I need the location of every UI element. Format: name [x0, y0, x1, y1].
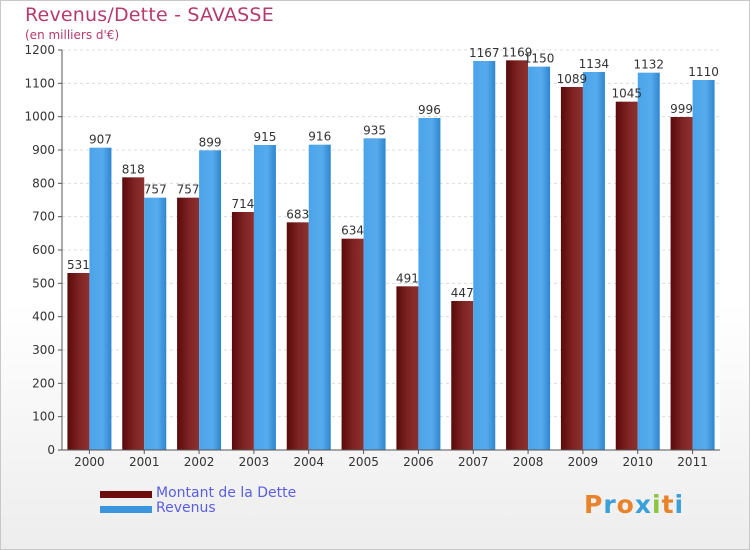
bar-revenus-2003	[253, 145, 276, 450]
bar-debt-2007	[451, 301, 474, 450]
data-label-revenus-2002: 899	[199, 135, 222, 149]
data-label-revenus-2006: 996	[418, 103, 441, 117]
y-tick-label: 800	[32, 176, 55, 190]
legend-label-debt: Montant de la Dette	[156, 485, 297, 501]
data-label-debt-2003: 714	[231, 197, 254, 211]
x-tick-label: 2011	[677, 455, 708, 469]
bar-debt-2008	[506, 60, 529, 450]
y-tick-label: 900	[32, 143, 55, 157]
x-tick-label: 2005	[348, 455, 379, 469]
data-label-revenus-2005: 935	[363, 123, 386, 137]
logo-letter: r	[603, 490, 617, 519]
chart-title: Revenus/Dette - SAVASSE	[25, 4, 274, 26]
bar-debt-2005	[341, 238, 364, 450]
data-label-debt-2000: 531	[67, 258, 90, 272]
x-tick-label: 2010	[622, 455, 653, 469]
bar-revenus-2010	[637, 72, 660, 451]
y-tick-label: 0	[47, 443, 55, 457]
logo-letter: t	[661, 490, 675, 519]
data-label-revenus-2000: 907	[89, 133, 112, 147]
x-tick-label: 2002	[184, 455, 215, 469]
data-label-debt-2005: 634	[341, 224, 364, 238]
bar-debt-2011	[670, 117, 693, 450]
y-tick-label: 1200	[24, 43, 55, 57]
y-tick-label: 100	[32, 410, 55, 424]
logo-letter: o	[616, 490, 635, 519]
bar-revenus-2009	[582, 72, 605, 450]
bar-debt-2001	[122, 177, 145, 451]
y-tick-label: 1000	[24, 110, 55, 124]
bar-debt-2006	[396, 286, 419, 450]
bar-debt-2010	[615, 101, 638, 451]
bar-revenus-2007	[473, 61, 496, 450]
y-tick-label: 200	[32, 376, 55, 390]
logo-letter: i	[652, 490, 662, 519]
y-tick-label: 600	[32, 243, 55, 257]
data-label-debt-2010: 1045	[611, 87, 642, 101]
data-label-revenus-2004: 916	[308, 130, 331, 144]
logo-letter: x	[634, 490, 652, 519]
data-label-revenus-2003: 915	[253, 130, 276, 144]
data-label-debt-2001: 818	[122, 162, 145, 176]
y-tick-label: 500	[32, 276, 55, 290]
logo-letter: i	[674, 490, 685, 519]
data-label-debt-2006: 491	[396, 271, 419, 285]
proxiti-logo: Proxiti	[584, 490, 684, 519]
bar-debt-2009	[560, 87, 583, 450]
bar-revenus-2008	[528, 66, 551, 451]
bar-revenus-2002	[199, 150, 222, 451]
y-tick-label: 1100	[24, 76, 55, 90]
x-tick-label: 2009	[568, 455, 599, 469]
y-tick-label: 700	[32, 210, 55, 224]
x-tick-label: 2006	[403, 455, 434, 469]
bar-debt-2004	[286, 222, 309, 450]
data-label-revenus-2008: 1150	[524, 52, 555, 66]
logo-letter: P	[584, 490, 604, 519]
bar-debt-2000	[67, 273, 90, 450]
bar-revenus-2011	[692, 80, 715, 450]
data-label-debt-2002: 757	[177, 183, 200, 197]
data-label-debt-2007: 447	[451, 286, 474, 300]
y-tick-label: 400	[32, 310, 55, 324]
data-label-debt-2004: 683	[286, 207, 309, 221]
bar-revenus-2005	[363, 138, 386, 451]
data-label-debt-2008: 1169	[502, 45, 533, 59]
data-label-revenus-2011: 1110	[688, 65, 719, 79]
chart-subtitle: (en milliers d'€)	[25, 28, 120, 42]
data-label-debt-2011: 999	[670, 102, 693, 116]
x-tick-label: 2004	[293, 455, 324, 469]
x-tick-label: 2001	[129, 455, 160, 469]
x-tick-label: 2000	[74, 455, 105, 469]
data-label-revenus-2009: 1134	[579, 57, 610, 71]
bar-revenus-2006	[418, 118, 441, 450]
y-tick-label: 300	[32, 343, 55, 357]
x-tick-label: 2003	[239, 455, 270, 469]
data-label-debt-2009: 1089	[557, 72, 588, 86]
legend-swatch-revenus	[100, 506, 152, 513]
x-tick-label: 2008	[513, 455, 544, 469]
data-label-revenus-2007: 1167	[469, 46, 500, 60]
bar-revenus-2004	[308, 144, 331, 450]
bar-debt-2002	[177, 197, 200, 450]
legend-label-revenus: Revenus	[156, 500, 216, 516]
legend-swatch-debt	[100, 491, 152, 498]
data-label-revenus-2001: 757	[144, 183, 167, 197]
bar-revenus-2001	[144, 197, 167, 450]
bar-debt-2003	[231, 212, 254, 450]
data-label-revenus-2010: 1132	[633, 58, 664, 72]
bar-revenus-2000	[89, 147, 112, 450]
x-tick-label: 2007	[458, 455, 489, 469]
